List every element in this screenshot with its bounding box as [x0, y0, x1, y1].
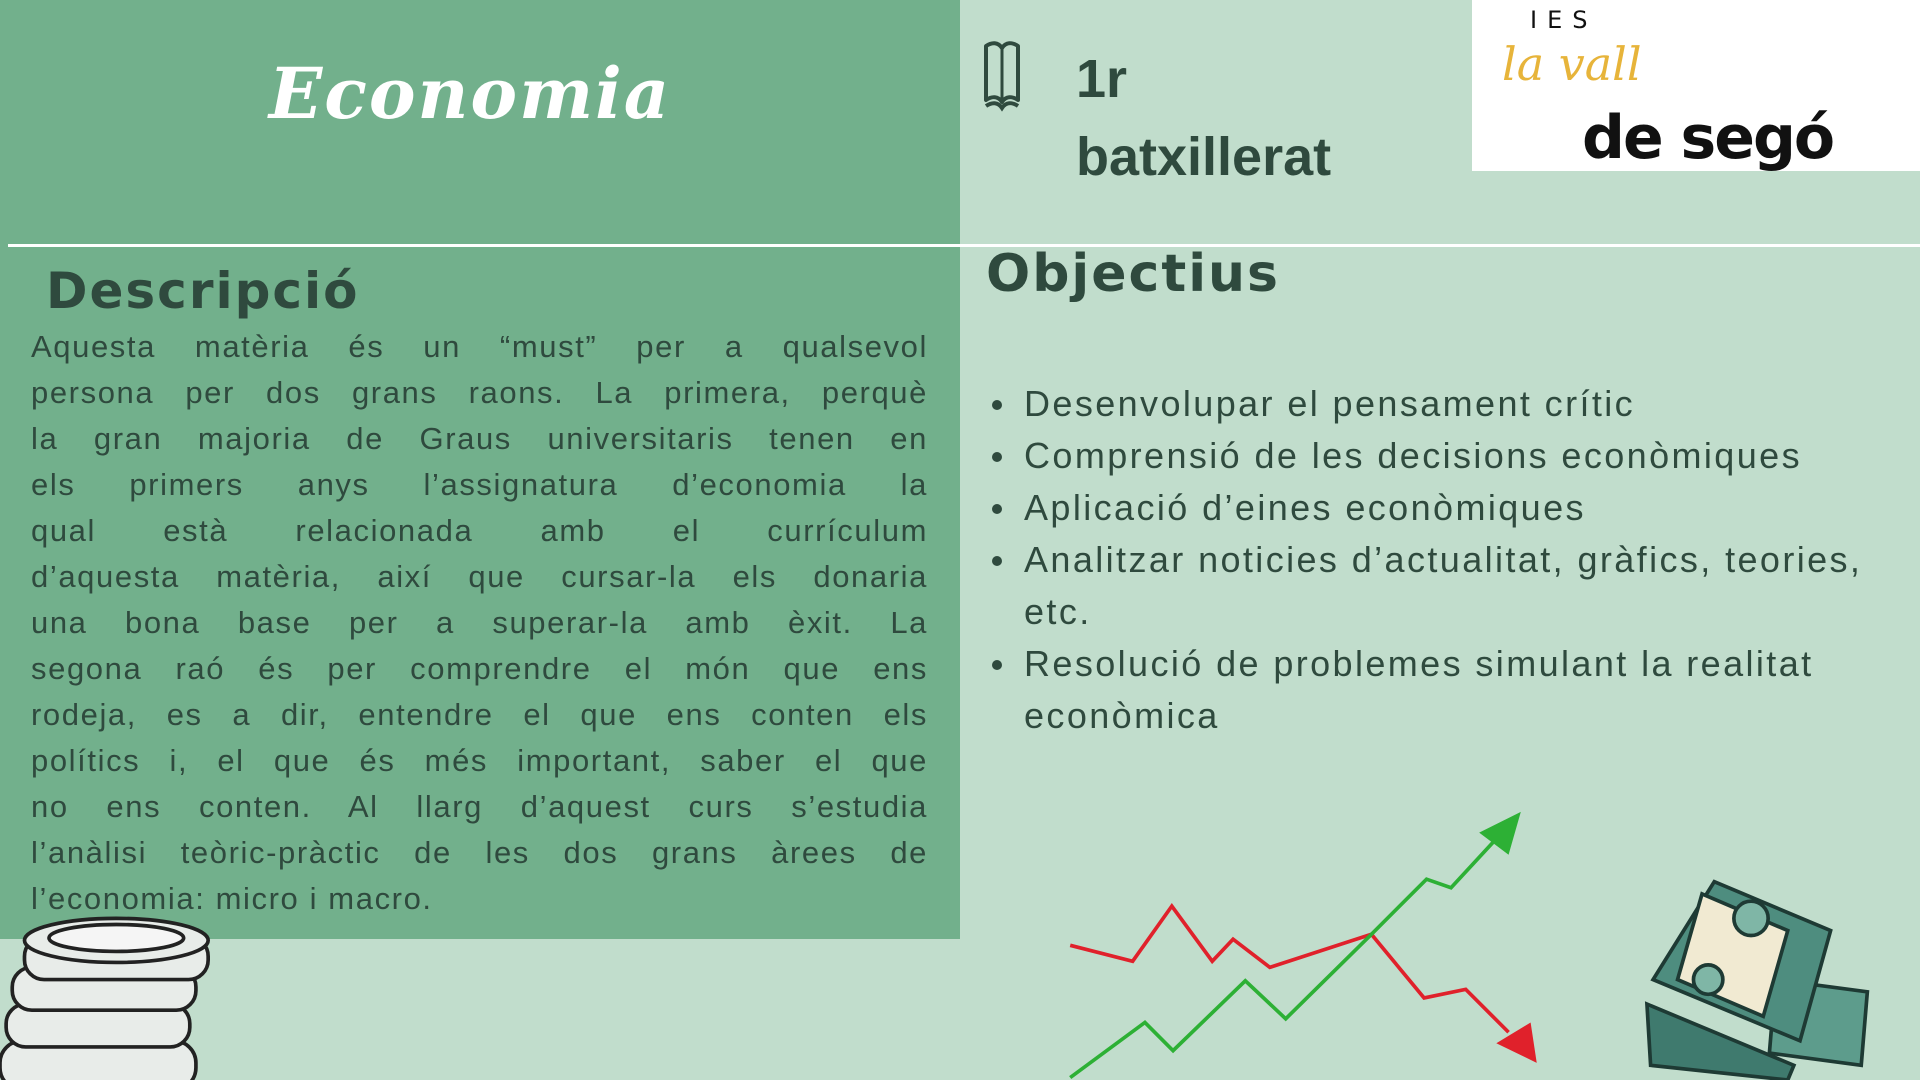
course-level-line1: 1r	[1076, 49, 1128, 109]
description-line: polítics i, el que és més important, sab…	[31, 743, 928, 778]
money-stack-icon	[1644, 879, 1870, 1080]
description-line: l’economia: micro i macro.	[31, 881, 433, 916]
description-line: persona per dos grans raons. La primera,…	[31, 375, 928, 410]
description-text: Aquesta matèria és un “must” per a quals…	[31, 324, 928, 922]
description-line: la gran majoria de Graus universitaris t…	[31, 421, 928, 456]
logo-ies: IES	[1530, 6, 1597, 34]
list-item: Comprensió de les decisions econòmiques	[990, 430, 1910, 482]
objectives-list: Desenvolupar el pensament crític Compren…	[990, 378, 1910, 742]
description-line: Aquesta matèria és un “must” per a quals…	[31, 329, 928, 364]
page-title: Economia	[268, 52, 672, 135]
objectives-heading: Objectius	[986, 244, 1280, 304]
list-item: Aplicació d’eines econòmiques	[990, 482, 1910, 534]
list-item: Resolució de problemes simulant la reali…	[990, 638, 1910, 742]
divider	[8, 244, 1920, 247]
description-line: segona raó és per comprendre el món que …	[31, 651, 928, 686]
school-logo: IES la vall de segó	[1472, 0, 1920, 173]
description-line: d’aquesta matèria, així que cursar-la el…	[31, 559, 928, 594]
trend-arrows-icon	[1069, 811, 1537, 1080]
description-line: una bona base per a superar-la amb èxit.…	[31, 605, 928, 640]
course-level: 1r batxillerat	[1076, 40, 1331, 196]
description-panel	[0, 0, 960, 939]
book-open-icon	[984, 41, 1020, 112]
coin-stack-icon	[0, 916, 210, 1080]
description-line: rodeja, es a dir, entendre el que ens co…	[31, 697, 928, 732]
description-line: l’anàlisi teòric-pràctic de les dos gran…	[31, 835, 928, 870]
description-line: no ens conten. Al llarg d’aquest curs s’…	[31, 789, 928, 824]
description-line: els primers anys l’assignatura d’economi…	[31, 467, 928, 502]
list-item: Analitzar noticies d’actualitat, gràfics…	[990, 534, 1910, 638]
course-level-line2: batxillerat	[1076, 127, 1332, 187]
logo-script: la vall	[1502, 37, 1642, 91]
logo-bottom: de segó	[1582, 103, 1833, 171]
description-line: qual està relacionada amb el currículum	[31, 513, 928, 548]
description-heading: Descripció	[46, 262, 360, 320]
list-item: Desenvolupar el pensament crític	[990, 378, 1910, 430]
